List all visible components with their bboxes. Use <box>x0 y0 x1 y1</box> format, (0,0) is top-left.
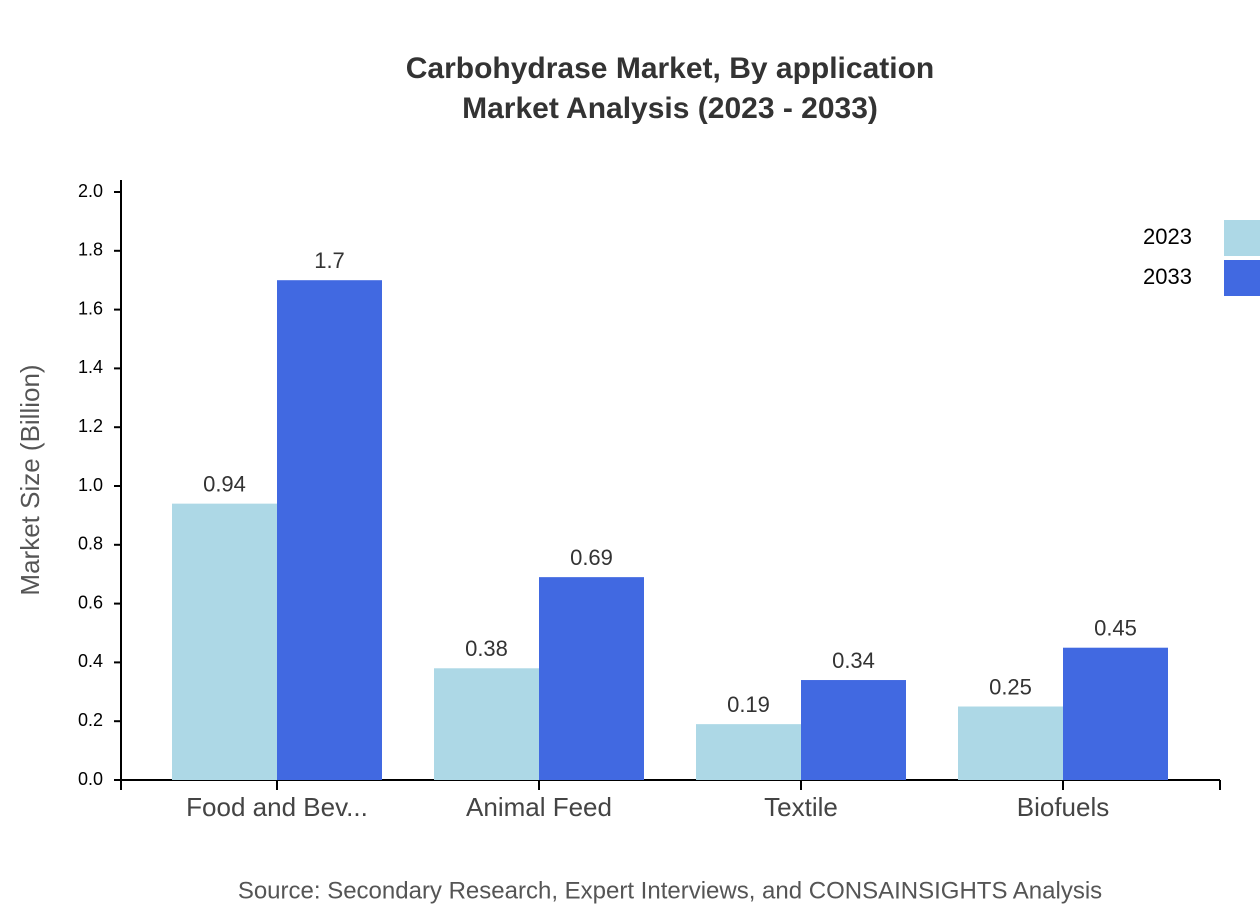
bar <box>172 503 277 780</box>
bar <box>1063 647 1168 780</box>
legend-label: 2023 <box>1143 224 1192 249</box>
bar <box>434 668 539 780</box>
legend-label: 2033 <box>1143 264 1192 289</box>
chart-subtitle: Market Analysis (2023 - 2033) <box>462 92 878 125</box>
y-tick-label: 1.0 <box>78 475 103 495</box>
legend-swatch <box>1224 260 1260 296</box>
x-tick-label: Biofuels <box>1017 792 1110 822</box>
y-tick-label: 1.6 <box>78 298 103 318</box>
y-tick-label: 0.6 <box>78 592 103 612</box>
y-tick-label: 1.8 <box>78 240 103 260</box>
data-label: 0.34 <box>832 648 875 673</box>
data-label: 0.94 <box>203 471 246 496</box>
y-tick-label: 1.2 <box>78 416 103 436</box>
chart-title: Carbohydrase Market, By application <box>406 52 935 85</box>
y-tick-label: 0.0 <box>78 769 103 789</box>
y-tick-label: 1.4 <box>78 357 103 377</box>
data-label: 0.38 <box>465 636 508 661</box>
x-tick-label: Animal Feed <box>466 792 612 822</box>
bar <box>801 680 906 780</box>
legend-swatch <box>1224 220 1260 256</box>
x-tick-label: Textile <box>764 792 838 822</box>
data-label: 1.7 <box>314 248 345 273</box>
x-tick-label: Food and Bev... <box>186 792 368 822</box>
bar <box>277 280 382 780</box>
bar <box>958 706 1063 780</box>
y-axis-label: Market Size (Billion) <box>15 364 45 595</box>
data-label: 0.69 <box>570 545 613 570</box>
data-label: 0.45 <box>1094 616 1137 641</box>
data-label: 0.19 <box>727 692 770 717</box>
source-note: Source: Secondary Research, Expert Inter… <box>238 877 1102 904</box>
bar <box>696 724 801 780</box>
y-tick-label: 2.0 <box>78 181 103 201</box>
y-tick-label: 0.8 <box>78 534 103 554</box>
bar <box>539 577 644 780</box>
data-label: 0.25 <box>989 674 1032 699</box>
y-tick-label: 0.2 <box>78 710 103 730</box>
y-tick-label: 0.4 <box>78 651 103 671</box>
